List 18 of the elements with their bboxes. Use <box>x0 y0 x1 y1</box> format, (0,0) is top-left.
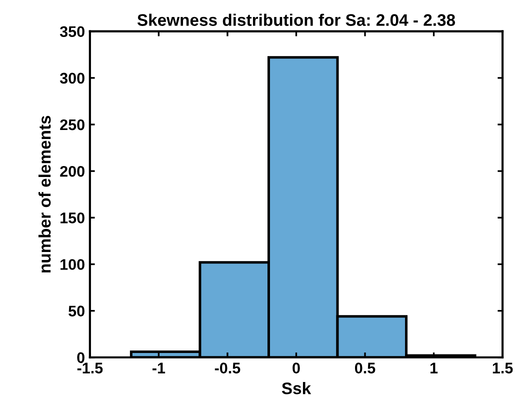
y-tick-label: 200 <box>60 166 84 177</box>
x-tick-label: 0.5 <box>354 362 376 374</box>
x-tick-label: -1 <box>152 362 166 374</box>
x-tick-label: -1.5 <box>77 362 103 374</box>
x-tick-label: 1.5 <box>492 362 513 374</box>
y-tick-label: 50 <box>68 306 84 316</box>
y-tick-label: 250 <box>60 119 84 130</box>
x-tick-label: 1 <box>430 362 438 374</box>
x-axis-title: Ssk <box>282 382 312 394</box>
y-tick-label: 350 <box>60 26 84 38</box>
y-tick-label: 0 <box>77 352 84 364</box>
x-tick-label: -0.5 <box>214 362 240 374</box>
chart-title: Skewness distribution for Sa: 2.04 - 2.38 <box>137 14 456 26</box>
y-tick-label: 300 <box>60 72 84 84</box>
x-tick-label: 0 <box>292 362 300 374</box>
y-axis-title: number of elements <box>38 116 51 272</box>
y-tick-label: 100 <box>60 259 84 270</box>
y-tick-label: 150 <box>60 212 84 224</box>
